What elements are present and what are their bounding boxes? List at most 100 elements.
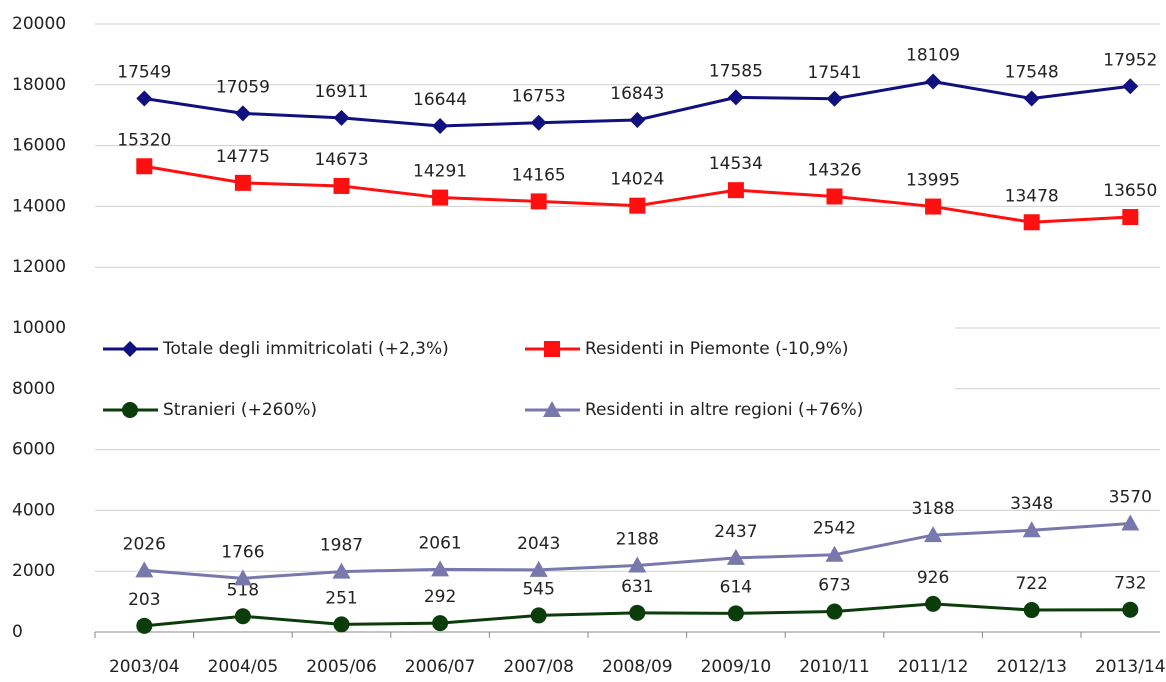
marker — [727, 182, 744, 199]
data-label: 631 — [621, 577, 653, 597]
marker — [825, 545, 844, 562]
marker — [1122, 78, 1139, 95]
y-tick-label: 14000 — [12, 196, 66, 216]
data-label: 292 — [424, 587, 456, 607]
x-tick-label: 2012/13 — [996, 657, 1067, 677]
marker — [1023, 214, 1040, 231]
marker — [925, 198, 942, 215]
marker — [431, 560, 450, 577]
data-label: 2542 — [813, 519, 856, 539]
marker — [530, 114, 547, 131]
marker — [135, 561, 154, 578]
marker — [726, 548, 745, 565]
marker — [629, 111, 646, 128]
marker — [629, 604, 646, 621]
legend-label: Residenti in altre regioni (+76%) — [585, 400, 863, 420]
data-label: 251 — [325, 588, 357, 608]
marker — [826, 188, 843, 205]
marker — [332, 562, 351, 579]
data-label: 14673 — [314, 150, 368, 170]
marker — [234, 105, 251, 122]
marker — [1022, 521, 1041, 538]
legend-label: Stranieri (+260%) — [163, 400, 317, 420]
data-label: 14775 — [216, 147, 270, 167]
marker — [826, 603, 843, 620]
data-label: 732 — [1114, 574, 1146, 594]
data-label: 14534 — [709, 154, 763, 174]
data-label: 3570 — [1109, 487, 1152, 507]
marker — [432, 189, 449, 206]
marker — [234, 608, 251, 625]
marker — [727, 605, 744, 622]
y-tick-label: 2000 — [12, 561, 55, 581]
data-label: 16911 — [314, 82, 368, 102]
data-label: 614 — [720, 577, 752, 597]
data-label: 17541 — [807, 63, 861, 83]
marker — [122, 341, 138, 357]
data-label: 16753 — [512, 87, 566, 107]
x-tick-label: 2013/14 — [1095, 657, 1166, 677]
data-label: 14291 — [413, 162, 467, 182]
marker — [826, 90, 843, 107]
data-label: 3348 — [1010, 494, 1053, 514]
marker — [136, 617, 153, 634]
marker — [628, 556, 647, 573]
data-label: 17548 — [1005, 63, 1059, 83]
data-label: 13650 — [1103, 181, 1157, 201]
data-label: 3188 — [911, 499, 954, 519]
legend-background — [95, 318, 955, 440]
data-label: 17059 — [216, 77, 270, 97]
data-label: 14024 — [610, 170, 664, 190]
marker — [529, 560, 548, 577]
marker — [233, 569, 252, 586]
data-label: 2061 — [418, 533, 461, 553]
data-label: 2026 — [123, 534, 166, 554]
data-label: 1766 — [221, 542, 264, 562]
data-label: 203 — [128, 590, 160, 610]
marker — [136, 158, 153, 175]
marker — [543, 401, 561, 417]
y-tick-label: 16000 — [12, 136, 66, 156]
x-tick-label: 2005/06 — [306, 657, 377, 677]
y-tick-label: 4000 — [12, 500, 55, 520]
data-label: 14165 — [512, 165, 566, 185]
marker — [1023, 90, 1040, 107]
data-label: 15320 — [117, 130, 171, 150]
data-label: 673 — [818, 576, 850, 596]
x-tick-label: 2009/10 — [701, 657, 772, 677]
data-label: 2043 — [517, 534, 560, 554]
x-tick-label: 2007/08 — [503, 657, 574, 677]
data-label: 13995 — [906, 171, 960, 191]
data-label: 17585 — [709, 61, 763, 81]
data-label: 926 — [917, 568, 949, 588]
data-label: 16843 — [610, 84, 664, 104]
marker — [1023, 602, 1040, 619]
marker — [925, 73, 942, 90]
marker — [333, 177, 350, 194]
marker — [432, 118, 449, 135]
y-tick-label: 10000 — [12, 318, 66, 338]
legend-label: Totale degli immitricolati (+2,3%) — [162, 339, 449, 359]
data-label: 17952 — [1103, 50, 1157, 70]
marker — [234, 174, 251, 191]
marker — [1122, 209, 1139, 226]
data-label: 16644 — [413, 90, 467, 110]
marker — [1121, 514, 1140, 531]
marker — [136, 90, 153, 107]
data-label: 17549 — [117, 63, 171, 83]
y-tick-label: 6000 — [12, 440, 55, 460]
marker — [432, 615, 449, 632]
data-label: 722 — [1015, 574, 1047, 594]
marker — [924, 526, 943, 543]
y-tick-label: 18000 — [12, 75, 66, 95]
x-tick-label: 2008/09 — [602, 657, 673, 677]
data-label: 18109 — [906, 45, 960, 65]
data-label: 2188 — [616, 529, 659, 549]
marker — [333, 109, 350, 126]
data-label: 1987 — [320, 536, 363, 556]
x-tick-label: 2004/05 — [208, 657, 279, 677]
y-tick-label: 12000 — [12, 257, 66, 277]
marker — [333, 616, 350, 633]
marker — [727, 89, 744, 106]
